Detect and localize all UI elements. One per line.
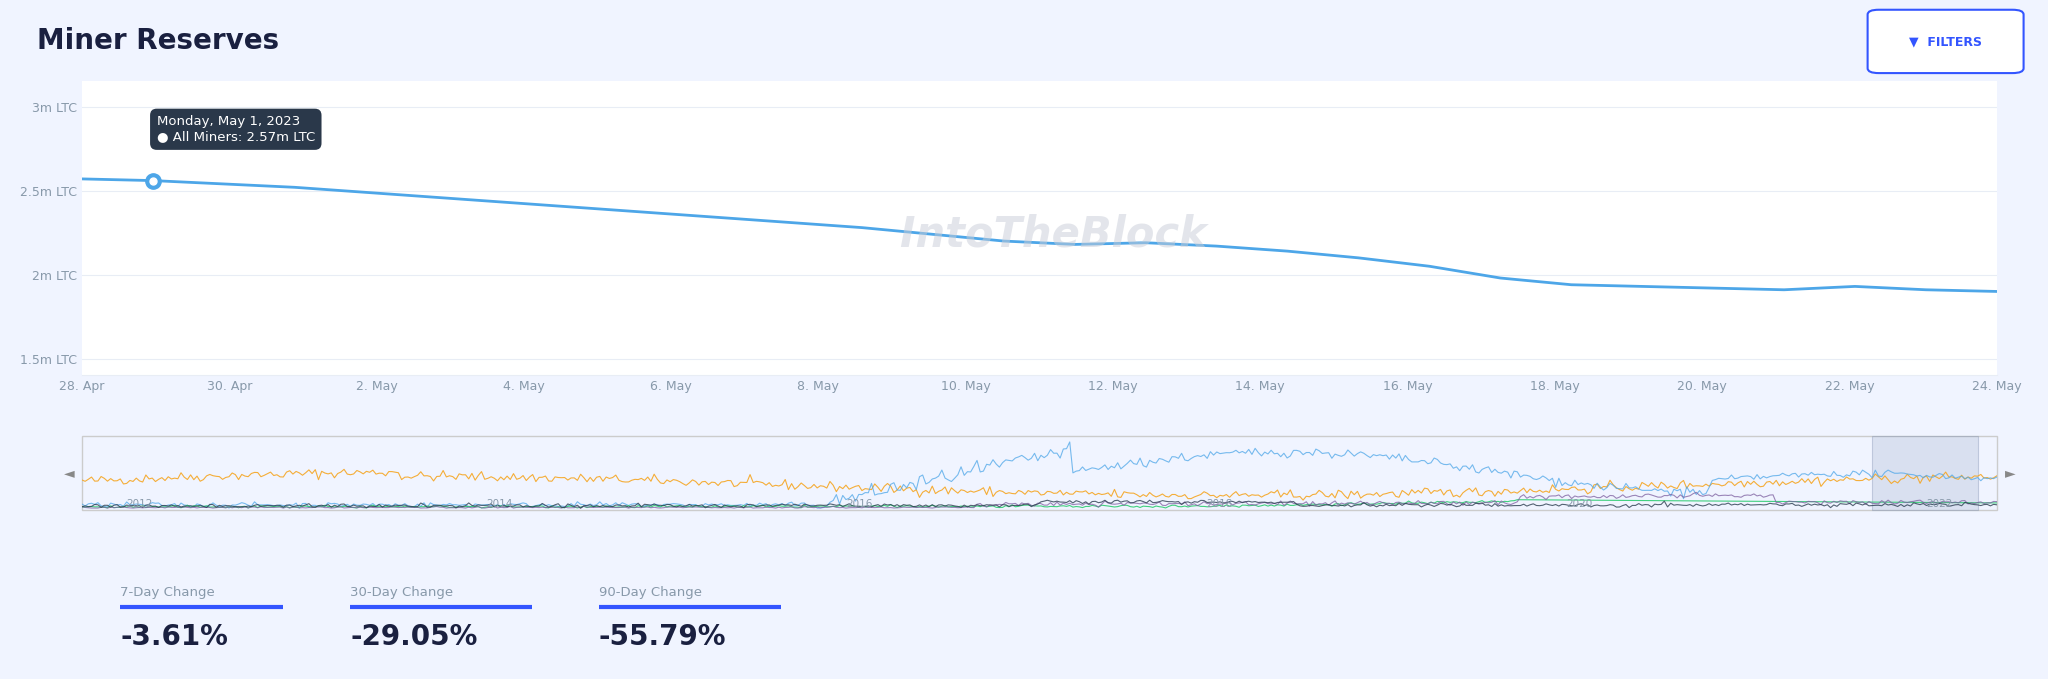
Text: -55.79%: -55.79%: [598, 623, 727, 651]
Text: -29.05%: -29.05%: [350, 623, 477, 651]
Text: Monday, May 1, 2023
● All Miners: 2.57m LTC: Monday, May 1, 2023 ● All Miners: 2.57m …: [156, 115, 315, 143]
Text: 2016: 2016: [846, 499, 872, 509]
Text: -3.61%: -3.61%: [121, 623, 227, 651]
Text: 2012: 2012: [127, 499, 152, 509]
Bar: [1872, 436, 1978, 510]
Text: 7-Day Change: 7-Day Change: [121, 586, 215, 600]
Text: ◄: ◄: [63, 466, 74, 480]
Text: Miner Reserves: Miner Reserves: [37, 26, 279, 55]
Text: ▼  FILTERS: ▼ FILTERS: [1909, 35, 1982, 48]
Text: 2022: 2022: [1927, 499, 1952, 509]
Text: 30-Day Change: 30-Day Change: [350, 586, 453, 600]
Text: 2014: 2014: [485, 499, 512, 509]
Text: 2018: 2018: [1206, 499, 1233, 509]
Text: ►: ►: [2005, 466, 2015, 480]
Text: 90-Day Change: 90-Day Change: [598, 586, 702, 600]
Text: 2020: 2020: [1567, 499, 1593, 509]
FancyBboxPatch shape: [1868, 10, 2023, 73]
Text: IntoTheBlock: IntoTheBlock: [872, 213, 1206, 255]
